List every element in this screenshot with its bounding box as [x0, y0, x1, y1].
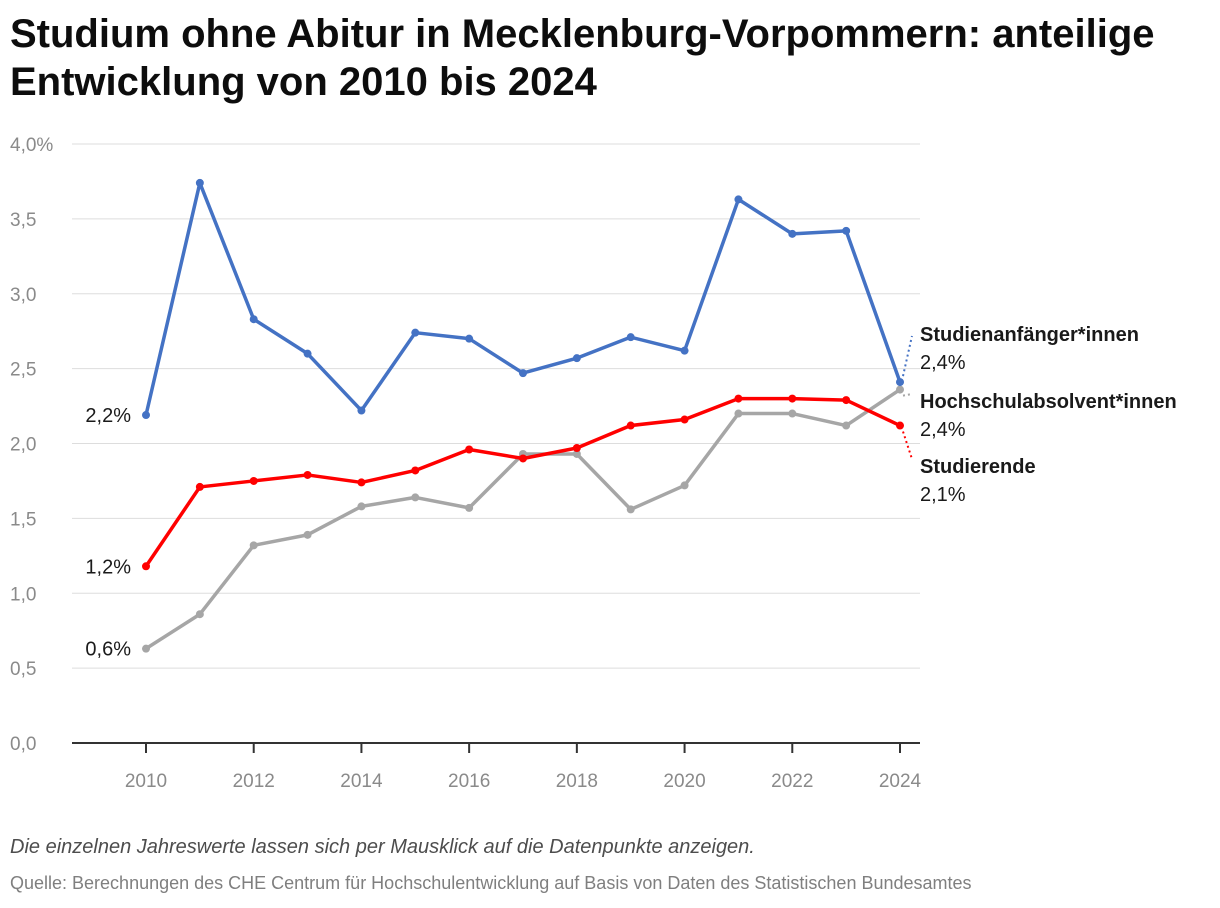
x-tick-label: 2022	[771, 771, 813, 792]
y-tick-label: 2,5	[10, 360, 36, 381]
y-tick-label: 4,0%	[10, 135, 53, 156]
data-point	[357, 478, 366, 487]
series-lines	[142, 178, 904, 653]
y-tick-label: 3,0	[10, 285, 36, 306]
y-tick-label: 0,0	[10, 734, 36, 755]
start-value-label: 1,2%	[85, 556, 131, 578]
series-line-0	[144, 181, 902, 417]
data-point	[896, 378, 904, 387]
data-point	[842, 421, 851, 430]
data-point	[680, 415, 689, 424]
data-point	[626, 505, 635, 514]
data-point	[519, 369, 527, 378]
data-point	[411, 328, 420, 337]
legend-leader-line	[902, 431, 913, 460]
data-point	[465, 334, 474, 343]
data-point	[626, 333, 635, 342]
series-line-1	[144, 387, 902, 651]
data-point	[519, 454, 527, 463]
legend-series-value: 2,4%	[920, 352, 966, 374]
x-tick-label: 2010	[125, 771, 167, 792]
data-point	[734, 195, 743, 204]
data-point	[142, 562, 150, 571]
chart-title: Studium ohne Abitur in Mecklenburg-Vorpo…	[10, 12, 1155, 104]
data-point	[411, 493, 420, 502]
data-point	[249, 476, 258, 485]
data-point	[465, 445, 474, 454]
start-value-label: 0,6%	[85, 639, 131, 661]
data-point	[842, 396, 851, 405]
data-point	[572, 354, 581, 363]
legend-leader-line	[902, 335, 913, 377]
legend-series-name: Studienanfänger*innen	[920, 324, 1139, 346]
data-point	[572, 443, 581, 452]
data-point	[626, 421, 635, 430]
x-tick-label: 2014	[340, 771, 383, 792]
data-point	[303, 349, 312, 358]
data-point	[788, 229, 797, 238]
data-point	[734, 394, 743, 403]
data-point	[195, 610, 204, 619]
data-point	[788, 394, 797, 403]
y-tick-label: 3,5	[10, 210, 36, 231]
data-point	[249, 541, 258, 550]
x-tick-label: 2012	[233, 771, 275, 792]
axes: 0,0 0,5 1,0 1,5 2,0 2,5 3,0 3,5 4,0% 2010 2012 2014…	[10, 135, 922, 792]
data-point	[195, 178, 204, 187]
data-point	[303, 530, 312, 539]
data-point	[734, 409, 743, 418]
data-point	[142, 644, 150, 653]
legend-series-value: 2,4%	[920, 419, 966, 441]
x-tick-label: 2016	[448, 771, 490, 792]
data-point	[842, 226, 851, 235]
x-tick-label: 2024	[879, 771, 922, 792]
source-note: Quelle: Berechnungen des CHE Centrum für…	[10, 873, 972, 893]
y-tick-label: 2,0	[10, 435, 36, 456]
y-tick-label: 1,5	[10, 509, 36, 530]
legend-series-name: Hochschulabsolvent*innen	[920, 391, 1177, 413]
series-line-2	[144, 396, 902, 569]
labels: 2,2% 0,6% 1,2% Studienanfänger*innen 2,4% Hoc…	[85, 324, 1176, 661]
y-tick-label: 0,5	[10, 659, 36, 680]
x-tick-label: 2020	[663, 771, 705, 792]
data-point	[788, 409, 797, 418]
data-point	[303, 470, 312, 479]
data-point	[572, 449, 581, 458]
data-point	[357, 502, 366, 511]
data-point	[896, 421, 904, 430]
start-value-label: 2,2%	[85, 405, 131, 427]
y-tick-label: 1,0	[10, 584, 36, 605]
data-point	[680, 481, 689, 490]
data-point	[195, 482, 204, 491]
data-point	[680, 346, 689, 355]
data-point	[142, 411, 150, 420]
data-point	[249, 315, 258, 324]
grid-lines	[72, 143, 920, 669]
legend-series-name: Studierende	[920, 456, 1036, 478]
footnote: Die einzelnen Jahreswerte lassen sich pe…	[10, 836, 755, 858]
legend-leader-line	[902, 393, 913, 397]
data-point	[411, 466, 420, 475]
x-tick-label: 2018	[556, 771, 598, 792]
data-point	[357, 406, 366, 415]
data-point	[465, 503, 474, 512]
legend-series-value: 2,1%	[920, 484, 966, 506]
data-point	[896, 385, 904, 394]
